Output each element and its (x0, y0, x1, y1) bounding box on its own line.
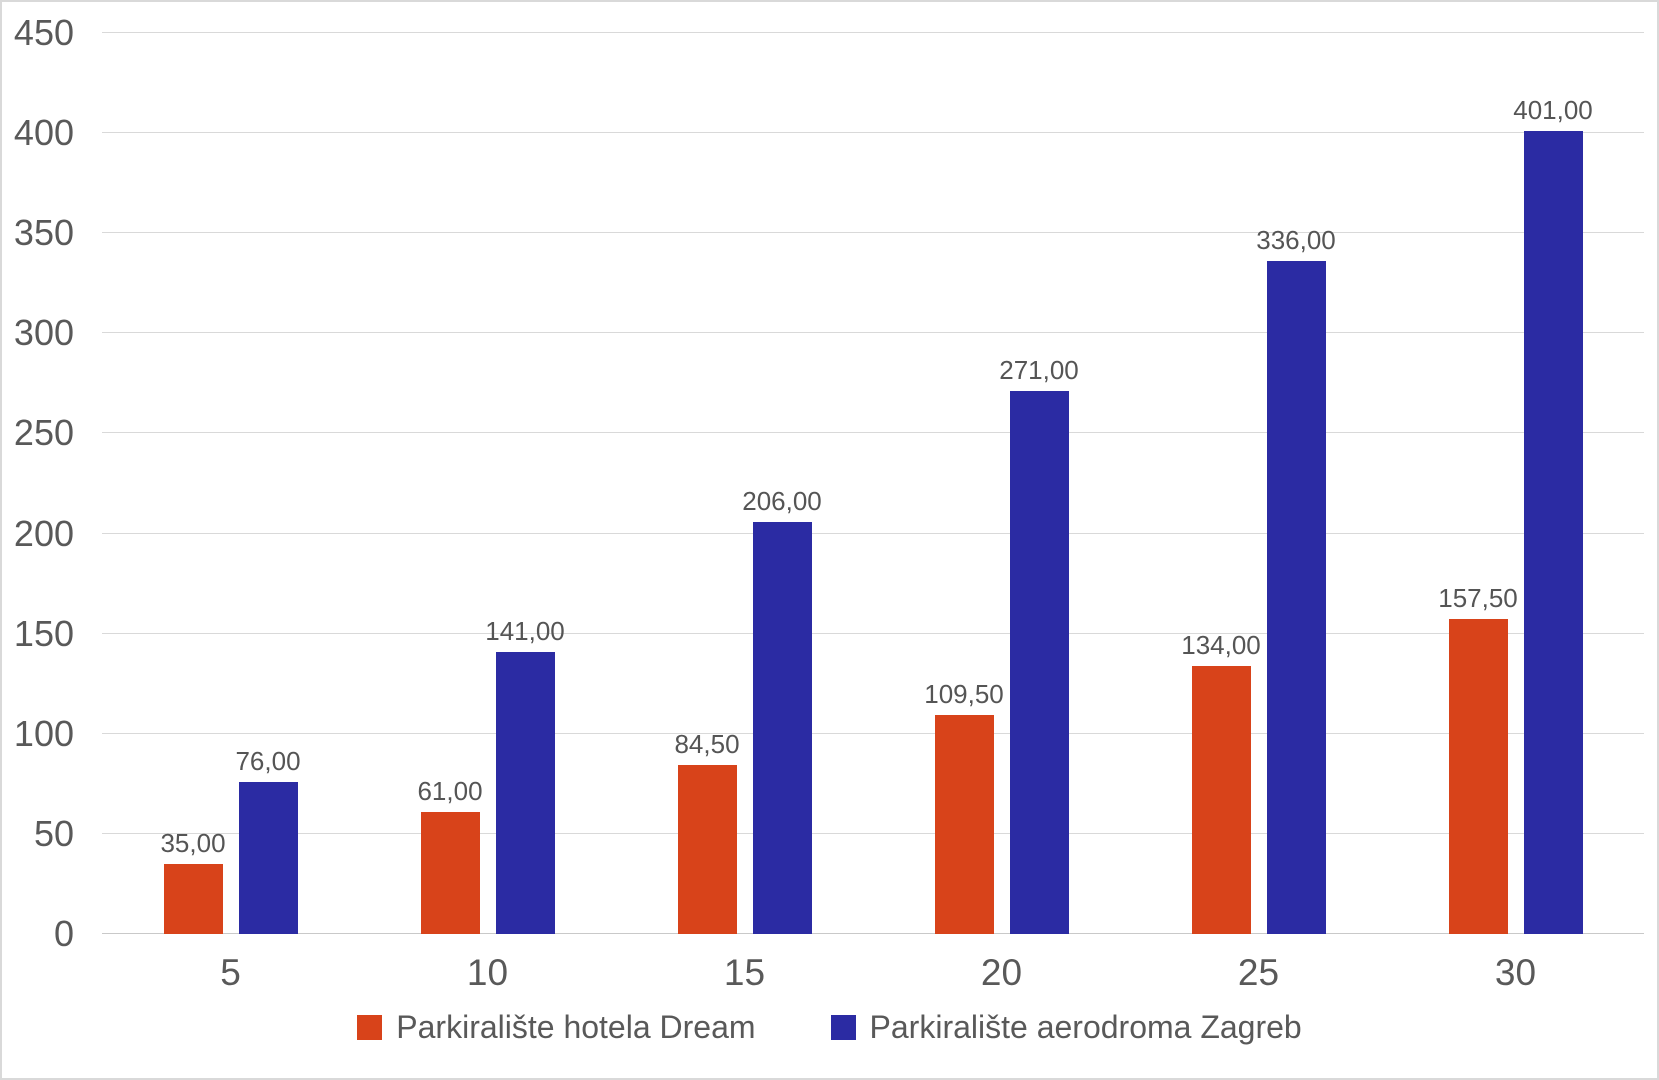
y-axis: 0 50 100 150 200 250 300 350 400 450 (2, 15, 74, 952)
y-tick-label-0: 0 (53, 913, 74, 954)
bar-value-label: 206,00 (742, 485, 822, 516)
bar-value-label: 401,00 (1513, 95, 1593, 126)
gridline-300 (102, 332, 1644, 334)
gridline-450 (102, 32, 1644, 33)
y-tick-label-350: 350 (13, 212, 74, 254)
bar-value-label: 76,00 (235, 745, 301, 776)
y-tick-label-150: 150 (13, 612, 74, 654)
bar-value-label: 84,50 (674, 728, 740, 759)
gridline-350 (102, 232, 1644, 234)
bar-aerodrom-zagreb-5: 76,00 (235, 748, 301, 934)
x-tick-label-30: 30 (1494, 952, 1537, 993)
y-tick-label-250: 250 (13, 412, 74, 454)
gridline-150 (102, 632, 1644, 634)
legend-item-aerodrom-zagreb: Parkiralište aerodroma Zagreb (830, 1009, 1302, 1045)
legend: Parkiralište hotela Dream Parkiralište a… (2, 1009, 1657, 1045)
y-tick-label-200: 200 (13, 512, 74, 554)
bar-aerodrom-zagreb-25: 336,00 (1256, 227, 1336, 934)
gridline-50 (102, 832, 1644, 834)
legend-marker-aerodrom-zagreb-icon (830, 1015, 856, 1041)
bar-aerodrom-zagreb-15: 206,00 (742, 488, 822, 934)
gridline-100 (102, 732, 1644, 734)
bar-group-5: 35,00 76,00 (102, 33, 359, 934)
bar-aerodrom-zagreb-10: 141,00 (485, 618, 565, 934)
bar-value-label: 61,00 (417, 775, 483, 806)
bar-hotel-dream-25: 134,00 (1181, 632, 1261, 934)
x-tick-label-25: 25 (1237, 952, 1280, 993)
x-tick-label-15: 15 (723, 952, 766, 993)
y-tick-label-100: 100 (13, 712, 74, 754)
x-tick-label-5: 5 (220, 952, 241, 993)
bar-value-label: 109,50 (924, 678, 1004, 709)
y-tick-label-450: 450 (13, 12, 74, 53)
bar-group-25: 134,00 336,00 (1130, 33, 1387, 934)
gridline-400 (102, 132, 1644, 134)
bar-hotel-dream-20: 109,50 (924, 681, 1004, 934)
bar-value-label: 157,50 (1438, 582, 1518, 613)
x-tick-label-10: 10 (466, 952, 509, 993)
x-axis: 5 10 15 20 25 30 (102, 954, 1644, 991)
legend-marker-hotel-dream-icon (357, 1015, 383, 1041)
gridline-250 (102, 432, 1644, 434)
bar-value-label: 35,00 (160, 827, 226, 858)
bar-group-20: 109,50 271,00 (873, 33, 1130, 934)
bar-aerodrom-zagreb-30: 401,00 (1513, 97, 1593, 934)
bar-group-15: 84,50 206,00 (616, 33, 873, 934)
gridline-200 (102, 532, 1644, 534)
bar-value-label: 141,00 (485, 615, 565, 646)
legend-label-aerodrom-zagreb: Parkiralište aerodroma Zagreb (869, 1009, 1302, 1045)
bar-group-30: 157,50 401,00 (1387, 33, 1644, 934)
y-tick-label-50: 50 (33, 812, 74, 854)
gridline-0 (102, 933, 1644, 934)
plot-area: 35,00 76,00 61,00 141,00 84,50 206,00 109,50 27… (102, 32, 1644, 934)
bar-hotel-dream-15: 84,50 (674, 731, 740, 934)
bar-groups: 35,00 76,00 61,00 141,00 84,50 206,00 109,50 27… (102, 33, 1644, 934)
bar-aerodrom-zagreb-20: 271,00 (999, 357, 1079, 934)
bar-hotel-dream-10: 61,00 (417, 778, 483, 934)
x-tick-label-20: 20 (980, 952, 1023, 993)
legend-item-hotel-dream: Parkiralište hotela Dream (357, 1009, 756, 1045)
bar-value-label: 336,00 (1256, 225, 1336, 256)
legend-label-hotel-dream: Parkiralište hotela Dream (396, 1009, 756, 1045)
bar-value-label: 134,00 (1181, 629, 1261, 660)
bar-hotel-dream-5: 35,00 (160, 830, 226, 934)
bar-group-10: 61,00 141,00 (359, 33, 616, 934)
bar-hotel-dream-30: 157,50 (1438, 585, 1518, 934)
y-tick-label-400: 400 (13, 112, 74, 154)
bar-value-label: 271,00 (999, 355, 1079, 386)
y-tick-label-300: 300 (13, 312, 74, 354)
